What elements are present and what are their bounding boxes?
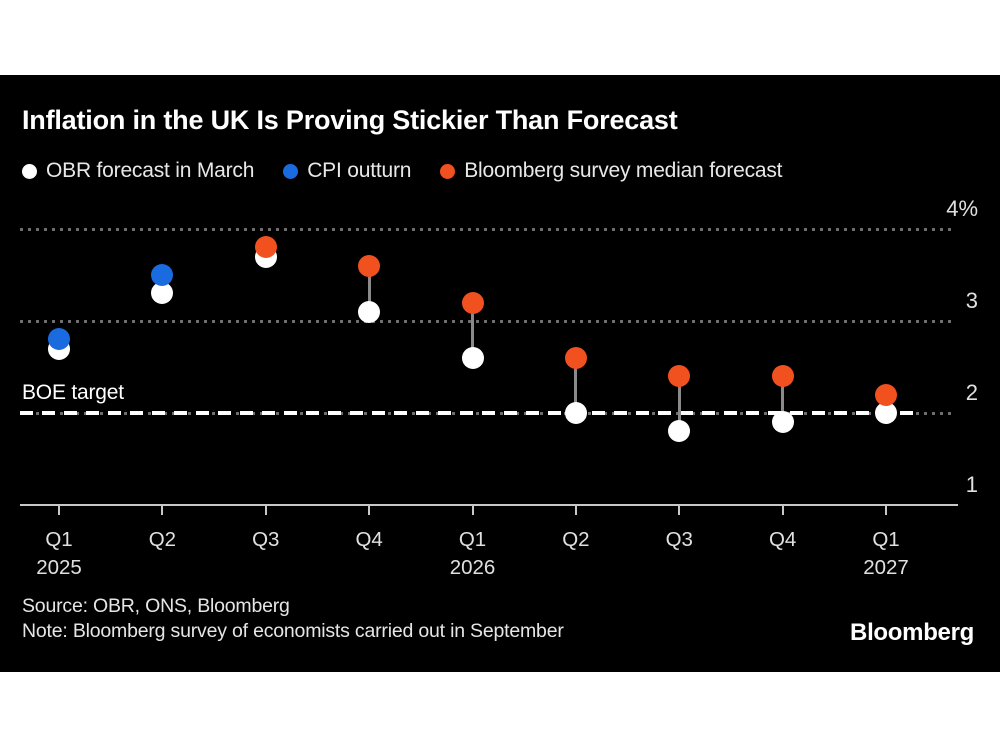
x-axis-label: Q1 [45, 528, 73, 551]
x-axis-label: Q3 [665, 528, 693, 551]
legend-dot-blue-icon [283, 163, 299, 179]
data-point-bloomberg-survey [461, 291, 484, 314]
legend-label: OBR forecast in March [46, 159, 255, 182]
x-axis-tick [885, 506, 887, 515]
chart-legend: OBR forecast in March CPI outturn Bloomb… [22, 159, 783, 183]
boe-target-line [20, 411, 918, 415]
y-axis-label: 1 [965, 472, 978, 497]
data-point-cpi-outturn [151, 264, 174, 286]
x-axis-label: Q4 [768, 528, 797, 551]
data-point-bloomberg-survey [254, 236, 277, 259]
x-axis-tick [678, 506, 681, 515]
data-point-obr-forecast [151, 282, 174, 305]
legend-item-cpi-outturn: CPI outturn [283, 159, 411, 183]
data-point-bloomberg-survey [668, 365, 691, 388]
x-axis-tick [161, 506, 164, 515]
bloomberg-logo: Bloomberg [850, 619, 974, 646]
plot-area: BOE target 4% 3 2 1 Q1 Q2 Q3 Q4 Q1 Q2 Q3 Q4 Q1 2025 20… [0, 75, 1000, 672]
x-axis-tick [471, 506, 474, 515]
x-axis-tick [264, 506, 267, 515]
x-axis-year-label: 2026 [449, 556, 496, 579]
source-note: Source: OBR, ONS, Bloomberg Note: Bloomb… [22, 594, 564, 644]
chart-title: Inflation in the UK Is Proving Stickier … [22, 105, 678, 135]
x-axis-tick [781, 506, 784, 515]
data-point-obr-forecast [875, 402, 897, 424]
data-point-obr-forecast [564, 402, 587, 424]
data-point-obr-forecast [461, 346, 484, 369]
note-line: Note: Bloomberg survey of economists car… [22, 620, 564, 642]
connector-line [574, 357, 578, 413]
data-point-bloomberg-survey [771, 365, 794, 388]
x-axis-label: Q3 [252, 528, 280, 551]
y-axis-label: 2 [965, 380, 978, 405]
boe-target-label: BOE target [22, 381, 124, 404]
legend-label: CPI outturn [307, 159, 412, 182]
data-point-bloomberg-survey [875, 383, 897, 406]
chart-card: Inflation in the UK Is Proving Stickier … [0, 75, 1000, 672]
x-axis-tick [574, 506, 577, 515]
data-point-bloomberg-survey [564, 346, 587, 369]
gridline [20, 227, 956, 231]
data-point-obr-forecast [668, 420, 691, 443]
x-axis-line [20, 504, 958, 506]
y-axis-label: 3 [965, 288, 978, 313]
data-point-cpi-outturn [48, 328, 70, 351]
x-axis-label: Q2 [148, 528, 177, 551]
x-axis-label: Q1 [458, 528, 487, 551]
x-axis-tick [58, 506, 60, 515]
connector-line [471, 302, 474, 358]
x-axis-label: Q4 [355, 528, 383, 551]
x-axis-label: Q2 [562, 528, 590, 551]
legend-dot-white-icon [22, 163, 37, 179]
x-axis-year-label: 2025 [36, 556, 82, 579]
source-line: Source: OBR, ONS, Bloomberg [22, 595, 290, 617]
x-axis-tick [368, 506, 371, 515]
connector-line [367, 265, 371, 312]
x-axis-year-label: 2027 [863, 556, 909, 579]
legend-item-obr-forecast: OBR forecast in March [22, 159, 254, 183]
legend-item-bloomberg-survey: Bloomberg survey median forecast [440, 159, 783, 183]
y-axis-label: 4% [946, 196, 978, 221]
data-point-obr-forecast [358, 300, 381, 323]
legend-label: Bloomberg survey median forecast [464, 159, 783, 182]
x-axis-label: Q1 [872, 528, 900, 551]
connector-line [677, 376, 681, 432]
connector-line [781, 376, 785, 423]
data-point-bloomberg-survey [358, 254, 381, 277]
data-point-obr-forecast [771, 411, 794, 434]
legend-dot-orange-icon [440, 163, 456, 179]
gridline [20, 319, 956, 323]
